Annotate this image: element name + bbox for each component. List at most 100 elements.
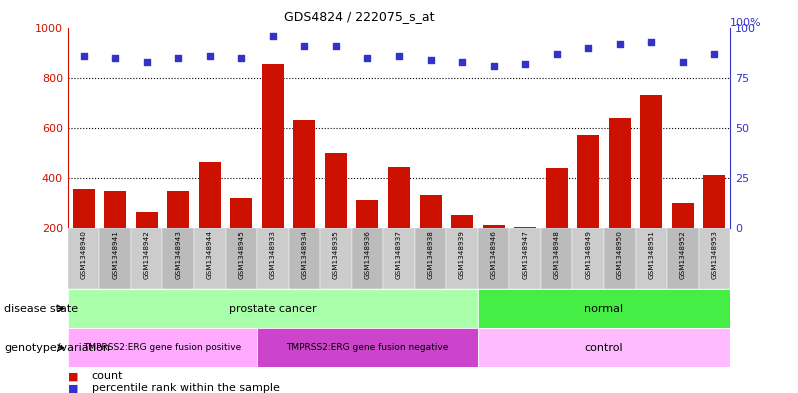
Text: count: count bbox=[92, 371, 123, 382]
Text: GSM1348946: GSM1348946 bbox=[491, 230, 496, 279]
Bar bbox=[635, 228, 667, 289]
Point bbox=[425, 57, 437, 63]
Text: normal: normal bbox=[584, 303, 623, 314]
Bar bbox=[320, 228, 352, 289]
Bar bbox=[514, 227, 536, 278]
Text: GSM1348933: GSM1348933 bbox=[270, 230, 276, 279]
Point bbox=[109, 54, 121, 61]
Text: TMPRSS2:ERG gene fusion negative: TMPRSS2:ERG gene fusion negative bbox=[286, 343, 448, 352]
Bar bbox=[167, 191, 189, 278]
Bar bbox=[451, 215, 473, 278]
Text: ■: ■ bbox=[68, 371, 78, 382]
Point bbox=[551, 50, 563, 57]
Text: GSM1348942: GSM1348942 bbox=[144, 230, 150, 279]
Bar bbox=[577, 135, 599, 278]
Bar bbox=[104, 191, 126, 278]
Bar bbox=[546, 168, 567, 278]
Bar bbox=[478, 289, 730, 328]
Text: GSM1348945: GSM1348945 bbox=[239, 230, 244, 279]
Point bbox=[298, 42, 310, 49]
Text: GSM1348948: GSM1348948 bbox=[554, 230, 559, 279]
Text: percentile rank within the sample: percentile rank within the sample bbox=[92, 383, 279, 393]
Text: genotype/variation: genotype/variation bbox=[4, 343, 110, 353]
Bar bbox=[68, 228, 100, 289]
Text: GSM1348935: GSM1348935 bbox=[333, 230, 339, 279]
Text: GSM1348937: GSM1348937 bbox=[396, 230, 402, 279]
Text: GSM1348952: GSM1348952 bbox=[680, 230, 685, 279]
Text: GSM1348936: GSM1348936 bbox=[365, 230, 370, 279]
Text: GSM1348949: GSM1348949 bbox=[585, 230, 591, 279]
Bar bbox=[383, 228, 415, 289]
Bar bbox=[257, 328, 478, 367]
Bar bbox=[199, 162, 221, 278]
Text: ■: ■ bbox=[68, 383, 78, 393]
Bar bbox=[262, 64, 284, 278]
Bar bbox=[509, 228, 541, 289]
Bar bbox=[194, 228, 226, 289]
Bar bbox=[446, 228, 478, 289]
Bar bbox=[163, 228, 194, 289]
Bar bbox=[640, 95, 662, 278]
Text: GSM1348939: GSM1348939 bbox=[459, 230, 465, 279]
Text: GSM1348940: GSM1348940 bbox=[81, 230, 87, 279]
Bar bbox=[415, 228, 446, 289]
Point bbox=[267, 32, 279, 39]
Bar bbox=[420, 195, 441, 278]
Bar bbox=[325, 153, 347, 278]
Point bbox=[330, 42, 342, 49]
Point bbox=[393, 52, 405, 59]
Point bbox=[677, 59, 689, 65]
Text: prostate cancer: prostate cancer bbox=[229, 303, 317, 314]
Text: GSM1348951: GSM1348951 bbox=[648, 230, 654, 279]
Bar bbox=[257, 228, 289, 289]
Bar bbox=[698, 228, 730, 289]
Bar bbox=[226, 228, 257, 289]
Bar bbox=[294, 120, 315, 278]
Bar bbox=[68, 289, 478, 328]
Bar bbox=[131, 228, 163, 289]
Point bbox=[488, 62, 500, 69]
Bar bbox=[478, 228, 509, 289]
Bar bbox=[73, 189, 95, 278]
Text: GSM1348941: GSM1348941 bbox=[113, 230, 118, 279]
Bar bbox=[289, 228, 320, 289]
Point bbox=[77, 52, 90, 59]
Bar bbox=[478, 328, 730, 367]
Text: GSM1348953: GSM1348953 bbox=[711, 230, 717, 279]
Point bbox=[708, 50, 721, 57]
Bar bbox=[483, 226, 504, 278]
Bar bbox=[572, 228, 604, 289]
Point bbox=[235, 54, 247, 61]
Text: control: control bbox=[585, 343, 623, 353]
Bar bbox=[672, 203, 694, 278]
Text: GSM1348947: GSM1348947 bbox=[522, 230, 528, 279]
Text: disease state: disease state bbox=[4, 303, 78, 314]
Point bbox=[456, 59, 468, 65]
Text: GSM1348950: GSM1348950 bbox=[617, 230, 622, 279]
Bar bbox=[68, 328, 257, 367]
Text: GSM1348934: GSM1348934 bbox=[302, 230, 307, 279]
Bar bbox=[604, 228, 635, 289]
Bar bbox=[136, 212, 158, 278]
Text: GSM1348938: GSM1348938 bbox=[428, 230, 433, 279]
Text: GDS4824 / 222075_s_at: GDS4824 / 222075_s_at bbox=[284, 10, 434, 23]
Point bbox=[140, 59, 153, 65]
Text: GSM1348944: GSM1348944 bbox=[207, 230, 213, 279]
Bar bbox=[357, 200, 378, 278]
Bar bbox=[352, 228, 383, 289]
Bar bbox=[609, 118, 630, 278]
Point bbox=[519, 61, 531, 67]
Bar bbox=[541, 228, 572, 289]
Bar bbox=[231, 198, 252, 278]
Bar bbox=[388, 167, 410, 278]
Point bbox=[361, 54, 373, 61]
Bar bbox=[100, 228, 131, 289]
Point bbox=[172, 54, 184, 61]
Point bbox=[614, 40, 626, 47]
Text: GSM1348943: GSM1348943 bbox=[176, 230, 181, 279]
Text: 100%: 100% bbox=[730, 18, 762, 28]
Bar bbox=[667, 228, 698, 289]
Point bbox=[645, 39, 658, 45]
Point bbox=[582, 44, 595, 51]
Point bbox=[203, 52, 216, 59]
